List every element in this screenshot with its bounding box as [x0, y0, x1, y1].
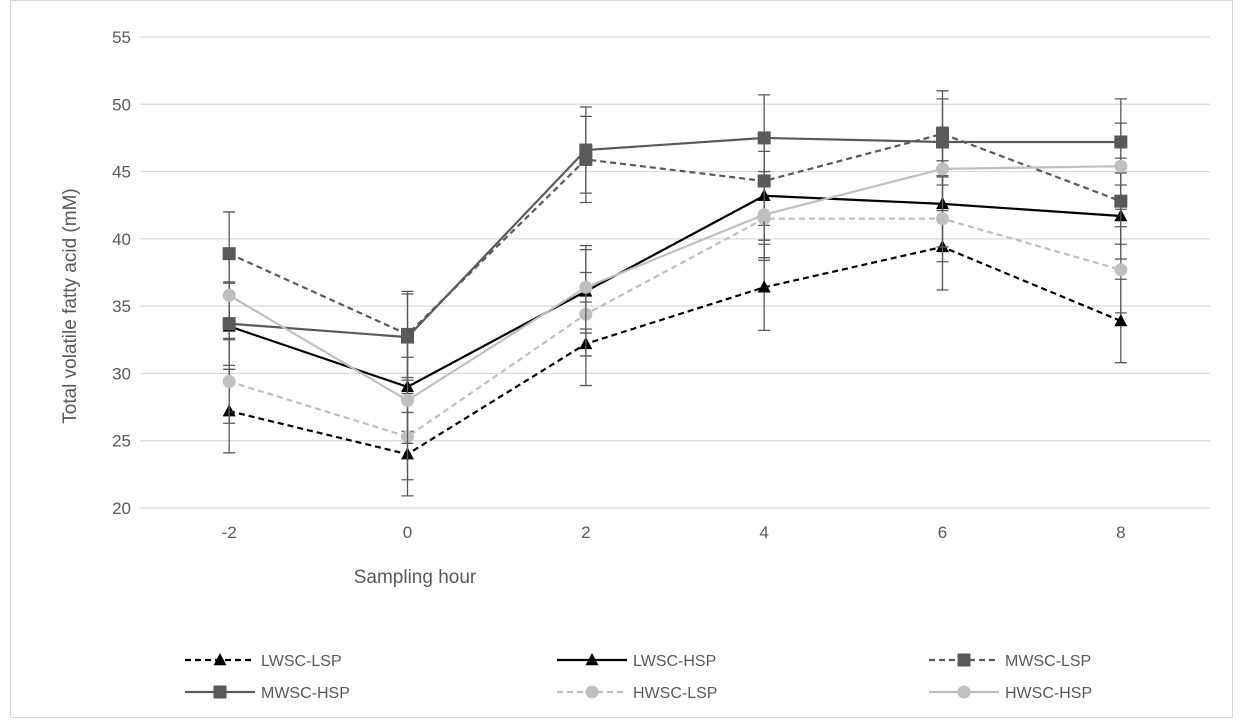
- x-axis-ticks: -2 0 2 4 6 8: [222, 523, 1126, 542]
- data-point-marker: [222, 288, 236, 302]
- x-tick-label: 4: [759, 523, 768, 542]
- x-tick-label: 6: [938, 523, 947, 542]
- x-tick-label: 8: [1116, 523, 1125, 542]
- data-point-marker: [757, 208, 771, 222]
- legend-label: LWSC-HSP: [633, 653, 716, 670]
- legend-label: HWSC-LSP: [633, 685, 717, 702]
- legend-item: HWSC-HSP: [929, 685, 1092, 702]
- legend-item: HWSC-LSP: [557, 685, 717, 702]
- legend-label: HWSC-HSP: [1005, 685, 1092, 702]
- legend-item: LWSC-LSP: [185, 653, 342, 670]
- series-line: [228, 194, 1121, 389]
- data-point-marker: [579, 143, 593, 157]
- data-point-marker: [401, 330, 414, 344]
- data-point-marker: [757, 280, 771, 293]
- x-tick-label: -2: [222, 523, 237, 542]
- series-line: [228, 165, 1121, 402]
- data-point-marker: [757, 131, 771, 145]
- data-point-marker: [936, 212, 949, 226]
- legend-item: LWSC-HSP: [557, 653, 716, 670]
- y-tick-label: 55: [112, 28, 131, 47]
- legend: LWSC-LSP LWSC-HSP MWSC-LSP MWSC-HSP HWSC-LSP…: [185, 653, 1092, 702]
- y-tick-label: 35: [112, 297, 131, 316]
- data-point-marker: [585, 685, 599, 699]
- x-axis-title: Sampling hour: [354, 567, 477, 588]
- data-point-marker: [1114, 159, 1128, 173]
- y-tick-label: 20: [112, 499, 131, 518]
- y-axis-ticks: 20 25 30 35 40 45 50 55: [112, 28, 131, 518]
- y-tick-label: 40: [112, 230, 131, 249]
- data-point-marker: [213, 653, 227, 666]
- series-line: [229, 136, 1121, 339]
- series-lines: [222, 90, 1128, 497]
- series-line: [228, 217, 1122, 438]
- data-point-marker: [957, 685, 971, 699]
- y-tick-label: 50: [112, 95, 131, 114]
- x-tick-label: 2: [581, 523, 590, 542]
- legend-label: MWSC-HSP: [261, 685, 350, 702]
- chart-frame: [10, 0, 1233, 718]
- series-line: [228, 132, 1122, 336]
- y-axis-title: Total volatile fatty acid (mM): [60, 188, 81, 423]
- legend-label: LWSC-LSP: [261, 653, 342, 670]
- data-point-marker: [213, 685, 227, 699]
- data-point-marker: [585, 653, 599, 666]
- y-tick-label: 45: [112, 163, 131, 182]
- gridlines: [140, 36, 1210, 509]
- y-tick-label: 30: [112, 364, 131, 383]
- legend-item: MWSC-HSP: [185, 685, 350, 702]
- x-tick-label: 0: [403, 523, 412, 542]
- legend-label: MWSC-LSP: [1005, 653, 1091, 670]
- series-hwsc-hsp: [222, 122, 1128, 445]
- data-point-marker: [401, 393, 414, 407]
- legend-item: MWSC-LSP: [929, 653, 1091, 670]
- data-point-marker: [936, 162, 949, 176]
- data-point-marker: [579, 280, 593, 294]
- data-point-marker: [957, 653, 971, 667]
- data-point-marker: [1114, 313, 1128, 327]
- data-point-marker: [222, 375, 236, 389]
- data-point-marker: [1114, 263, 1128, 277]
- series-line: [228, 245, 1122, 456]
- y-tick-label: 25: [112, 432, 131, 451]
